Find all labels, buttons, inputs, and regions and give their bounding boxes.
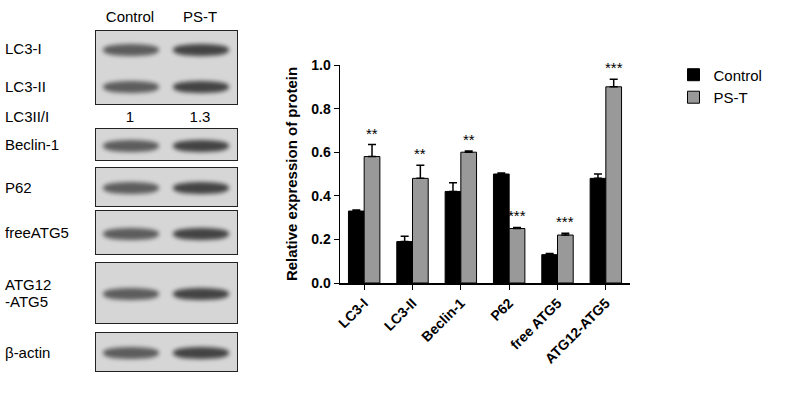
html-text:Control: Control — [105, 8, 155, 25]
svg-text:**: ** — [414, 145, 426, 162]
svg-text:P62: P62 — [487, 295, 516, 324]
html-text:P62: P62 — [5, 178, 32, 196]
html-text:LC3II/I: LC3II/I — [5, 108, 50, 125]
svg-text:LC3-II: LC3-II — [381, 295, 420, 334]
html-text:PS-T: PS-T — [182, 8, 218, 25]
svg-text:free ATG5: free ATG5 — [507, 295, 565, 353]
svg-text:***: *** — [556, 213, 574, 230]
svg-text:***: *** — [605, 59, 623, 76]
svg-text:***: *** — [508, 207, 526, 224]
svg-text:1.0: 1.0 — [311, 57, 331, 73]
svg-text:0.8: 0.8 — [311, 101, 331, 117]
svg-text:0.0: 0.0 — [311, 275, 331, 291]
svg-text:LC3-I: LC3-I — [335, 295, 371, 331]
svg-text:**: ** — [366, 125, 378, 142]
html-text:1: 1 — [125, 108, 135, 125]
svg-text:PS-T: PS-T — [714, 89, 748, 106]
svg-text:0.4: 0.4 — [311, 188, 331, 204]
svg-text:**: ** — [463, 131, 475, 148]
html-text:ATG12 -ATG5: ATG12 -ATG5 — [5, 276, 52, 310]
html-text:freeATG5: freeATG5 — [5, 224, 69, 241]
html-text:β-actin: β-actin — [5, 343, 51, 361]
html-text:LC3-I: LC3-I — [5, 40, 42, 58]
svg-text:Relative expression of protein: Relative expression of protein — [283, 67, 300, 281]
svg-text:0.6: 0.6 — [311, 144, 331, 160]
html-text:1.3: 1.3 — [189, 108, 211, 125]
svg-text:Control: Control — [714, 67, 762, 84]
html-text:Beclin-1: Beclin-1 — [5, 136, 60, 153]
svg-text:0.2: 0.2 — [311, 231, 331, 247]
svg-text:Beclin-1: Beclin-1 — [418, 295, 468, 345]
html-text:LC3-II: LC3-II — [5, 77, 46, 95]
svg-text:ATG12-ATG5: ATG12-ATG5 — [541, 295, 613, 367]
